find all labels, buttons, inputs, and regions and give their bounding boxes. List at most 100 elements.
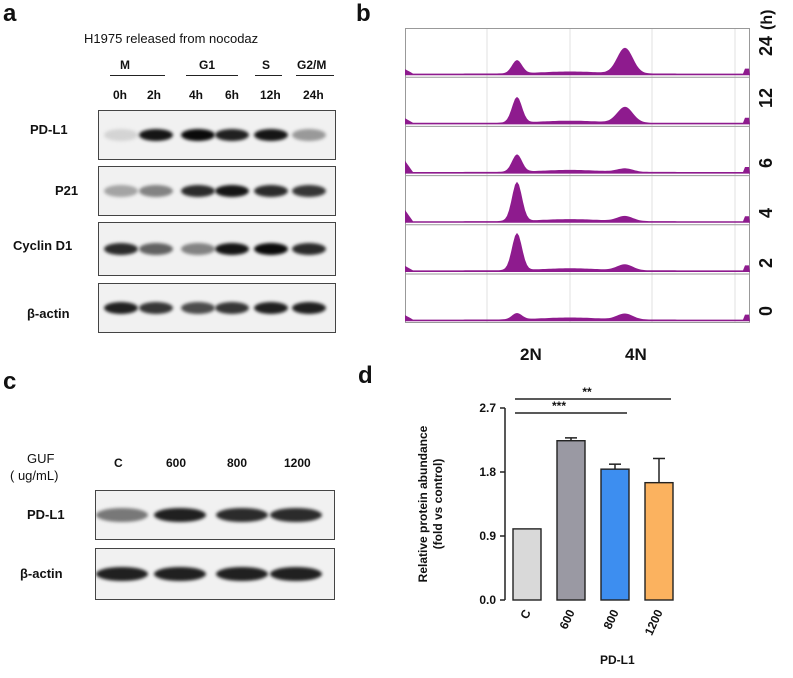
y-tick-label: 2.7 xyxy=(479,401,496,415)
dose-label-600: 600 xyxy=(166,456,187,470)
y-axis-label: Relative protein abundance xyxy=(416,425,430,582)
dose-label-c: C xyxy=(114,456,123,470)
timepoint-4h: 4h xyxy=(189,88,204,102)
band-blotC1-1 xyxy=(154,567,206,581)
blot-pdl1 xyxy=(98,110,336,160)
band-blotC1-0 xyxy=(96,567,148,581)
band-blotA2-1 xyxy=(139,243,173,255)
y-tick-label: 0.0 xyxy=(479,593,496,607)
flow-histogram-12h xyxy=(405,96,750,125)
band-blotC0-3 xyxy=(270,508,322,522)
band-blotA2-4 xyxy=(254,243,288,255)
flow-label-0: 0 xyxy=(756,305,776,316)
band-blotA1-3 xyxy=(215,185,249,197)
timepoint-12h: 12h xyxy=(260,88,281,102)
timepoint-0h: 0h xyxy=(113,88,128,102)
band-blotA0-0 xyxy=(104,129,138,141)
significance-label: *** xyxy=(552,399,566,413)
phase-underline-s xyxy=(255,75,282,76)
band-blotC1-3 xyxy=(270,567,322,581)
band-blotC0-2 xyxy=(216,508,268,522)
panel-label-d: d xyxy=(358,362,373,389)
dose-label-1200: 1200 xyxy=(284,456,311,470)
timepoint-2h: 2h xyxy=(147,88,162,102)
band-blotA1-4 xyxy=(254,185,288,197)
row-label-pdl1: PD-L1 xyxy=(30,122,68,137)
bar-C xyxy=(512,528,542,601)
bar-chart-svg: 0.0 0.9 1.8 2.7 Relative protein abundance (f… xyxy=(416,385,674,637)
blot-p21 xyxy=(98,166,336,216)
x-tick-label-1200: 1200 xyxy=(642,607,666,637)
flow-histograms xyxy=(405,28,750,323)
panel-label-c: c xyxy=(3,368,17,395)
band-blotA0-2 xyxy=(181,129,215,141)
band-blotA1-0 xyxy=(104,185,138,197)
band-blotC0-1 xyxy=(154,508,206,522)
bar-1200 xyxy=(644,481,674,601)
blot-bactin-c xyxy=(95,548,335,600)
flow-histogram-2h xyxy=(405,232,750,272)
band-blotA2-3 xyxy=(215,243,249,255)
row-label-bactin-c: β-actin xyxy=(20,566,63,581)
row-label-cyclind1: Cyclin D1 xyxy=(13,238,73,253)
band-blotA1-5 xyxy=(292,185,326,197)
band-blotA3-5 xyxy=(292,302,326,314)
phase-underline-m xyxy=(110,75,165,76)
band-blotA3-3 xyxy=(215,302,249,314)
phase-label-g2m: G2/M xyxy=(297,58,327,72)
significance-label: ** xyxy=(582,385,592,399)
row-label-p21: P21 xyxy=(55,183,79,198)
dose-label-800: 800 xyxy=(227,456,248,470)
band-blotA3-4 xyxy=(254,302,288,314)
flow-label-12: 12 xyxy=(756,87,776,108)
phase-underline-g2m xyxy=(296,75,334,76)
bar-600 xyxy=(556,440,586,601)
timepoint-24h: 24h xyxy=(303,88,324,102)
x-tick-label-800: 800 xyxy=(601,607,622,631)
band-blotA3-1 xyxy=(139,302,173,314)
band-blotA0-4 xyxy=(254,129,288,141)
band-blotA2-5 xyxy=(292,243,326,255)
treatment-label-guf: GUF xyxy=(27,451,55,466)
band-blotC0-0 xyxy=(96,508,148,522)
x-tick-label-C: C xyxy=(517,607,533,621)
flow-histogram-4h xyxy=(405,181,750,223)
band-blotA1-2 xyxy=(181,185,215,197)
flow-label-4: 4 xyxy=(756,207,776,218)
band-blotA0-3 xyxy=(215,129,249,141)
treatment-label-unit: ( ug/mL) xyxy=(10,468,59,483)
phase-label-m: M xyxy=(120,58,130,72)
flow-histogram-0h xyxy=(405,313,750,322)
blot-bactin xyxy=(98,283,336,333)
y-tick-label: 1.8 xyxy=(479,465,496,479)
flow-xlabel-2n: 2N xyxy=(520,345,542,364)
flow-label-24: 24 xyxy=(756,35,776,56)
flow-xlabel-4n: 4N xyxy=(625,345,647,364)
timepoint-6h: 6h xyxy=(225,88,240,102)
x-tick-label-600: 600 xyxy=(557,607,578,631)
blot-cyclind1 xyxy=(98,222,336,276)
panel-label-b: b xyxy=(356,0,371,27)
flow-histogram-24h xyxy=(405,47,750,76)
bar-chart-xlabel: PD-L1 xyxy=(600,653,635,667)
flow-label-6: 6 xyxy=(756,157,776,168)
phase-underline-g1 xyxy=(186,75,238,76)
flow-label-2: 2 xyxy=(756,257,776,268)
band-blotA3-2 xyxy=(181,302,215,314)
band-blotA2-2 xyxy=(181,243,215,255)
blot-a-title: H1975 released from nocodaz xyxy=(84,31,259,46)
band-blotC1-2 xyxy=(216,567,268,581)
flow-unit-label: (h) xyxy=(759,9,776,30)
band-blotA1-1 xyxy=(139,185,173,197)
blot-pdl1-c xyxy=(95,490,335,540)
phase-label-s: S xyxy=(262,58,271,72)
band-blotA0-5 xyxy=(292,129,326,141)
flow-time-labels: 24 12 6 4 2 0 xyxy=(752,28,778,323)
y-axis-label-unit: (fold vs control) xyxy=(431,459,445,550)
bar-800 xyxy=(600,468,630,601)
band-blotA3-0 xyxy=(104,302,138,314)
flow-histogram-6h xyxy=(405,154,750,174)
band-blotA2-0 xyxy=(104,243,138,255)
row-label-bactin: β-actin xyxy=(27,306,70,321)
row-label-pdl1-c: PD-L1 xyxy=(27,507,65,522)
